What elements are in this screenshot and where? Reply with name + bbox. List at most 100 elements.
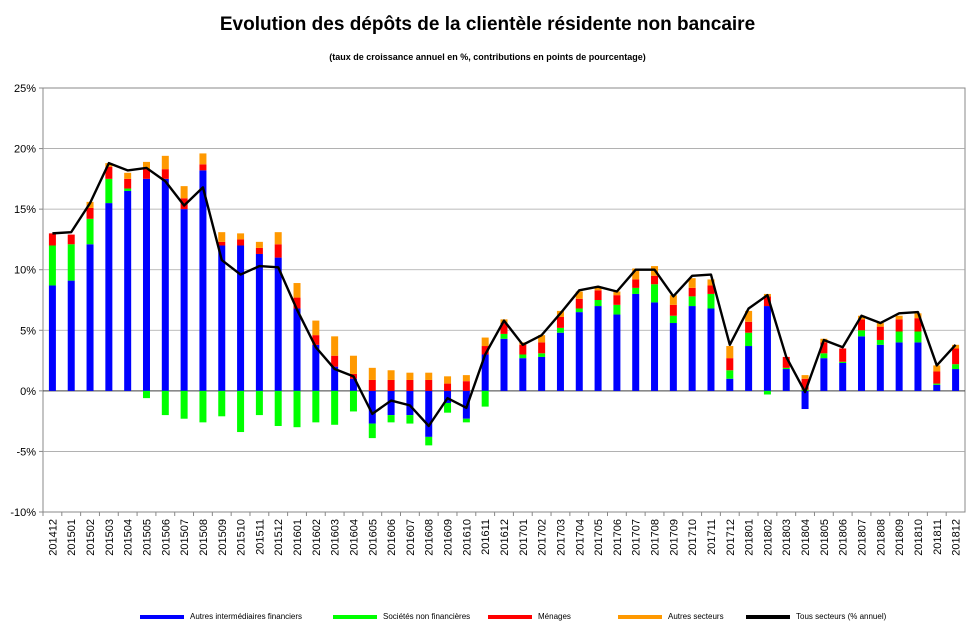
bar-segment <box>519 354 527 359</box>
x-tick-label: 201611 <box>480 519 492 555</box>
bar-segment <box>858 336 866 391</box>
bar-segment <box>575 308 583 313</box>
bar-segment <box>331 390 339 425</box>
y-tick-label: -10% <box>10 507 36 519</box>
bar-segment <box>406 415 414 424</box>
legend-swatch-societes-non-financieres <box>333 614 377 619</box>
legend-swatch-autres-intermediaires <box>140 614 184 619</box>
x-tick-label: 201804 <box>800 519 812 556</box>
legend-swatch-tous-secteurs <box>746 614 790 619</box>
bar-segment <box>86 218 94 245</box>
bar-segment <box>651 284 659 303</box>
y-tick-label: 5% <box>20 325 36 337</box>
bar-segment <box>707 279 715 286</box>
legend-swatch-menages <box>488 614 532 619</box>
bar-segment <box>218 245 226 391</box>
bar-segment <box>142 169 150 179</box>
bar-segment <box>124 172 132 179</box>
bar-segment <box>293 390 301 428</box>
x-tick-label: 201511 <box>254 519 266 555</box>
bar-segment <box>444 390 452 403</box>
bar-segment <box>726 358 734 371</box>
bar-segment <box>651 302 659 391</box>
bar-segment <box>142 178 150 391</box>
bar-segment <box>161 390 169 416</box>
bar-segment <box>952 364 960 370</box>
bar-segment <box>481 354 489 391</box>
bar-segment <box>274 244 282 258</box>
bar-segment <box>745 321 753 333</box>
bar-segment <box>575 312 583 391</box>
legend-label-societes-non-financieres: Sociétés non financières <box>383 612 471 621</box>
bar-segment <box>274 257 282 391</box>
bar-segment <box>199 170 207 391</box>
bar-segment <box>105 166 113 179</box>
y-tick-label: -5% <box>16 446 36 458</box>
bar-segment <box>613 314 621 391</box>
bar-segment <box>933 371 941 384</box>
x-tick-label: 201807 <box>857 519 869 556</box>
bar-segment <box>500 333 508 339</box>
bar-segment <box>331 336 339 356</box>
x-tick-label: 201501 <box>66 519 78 556</box>
bar-segment <box>538 356 546 391</box>
bar-segment <box>895 319 903 332</box>
bar-segment <box>142 390 150 399</box>
bar-segment <box>462 375 470 382</box>
bar-segment <box>782 356 790 368</box>
bar-segment <box>218 390 226 417</box>
bar-segment <box>707 293 715 309</box>
bar-segment <box>387 370 395 380</box>
bar-segment <box>632 279 640 288</box>
x-tick-label: 201602 <box>311 519 323 556</box>
x-tick-label: 201512 <box>273 519 285 556</box>
x-tick-label: 201610 <box>461 519 473 556</box>
bar-segment <box>199 153 207 165</box>
bar-segment <box>349 390 357 412</box>
legend-label-tous-secteurs: Tous secteurs (% annuel) <box>796 612 887 621</box>
x-tick-label: 201710 <box>687 519 699 556</box>
x-tick-label: 201711 <box>706 519 718 555</box>
bar-segment <box>876 326 884 340</box>
bar-segment <box>500 338 508 391</box>
x-tick-label: 201708 <box>650 519 662 556</box>
bar-segment <box>444 376 452 384</box>
bar-segment <box>594 290 602 300</box>
x-tick-label: 201509 <box>217 519 229 556</box>
bar-segment <box>105 203 113 391</box>
bar-segment <box>312 335 320 345</box>
bar-segment <box>444 383 452 391</box>
bar-segment <box>726 378 734 391</box>
bar-segment <box>199 390 207 423</box>
bar-segment <box>763 390 771 395</box>
bar-segment <box>124 178 132 189</box>
bar-segment <box>914 313 922 319</box>
legend: Autres intermédiaires financiers Société… <box>0 612 975 628</box>
x-tick-label: 201604 <box>348 519 360 556</box>
bar-segment <box>500 323 508 334</box>
x-tick-label: 201504 <box>123 519 135 556</box>
y-tick-label: 0% <box>20 386 36 398</box>
bar-segment <box>161 178 169 391</box>
series-line-tous-secteurs <box>52 161 957 428</box>
x-tick-label: 201803 <box>781 519 793 556</box>
bar-segment <box>763 296 771 307</box>
bar-segment <box>876 339 884 345</box>
bar-segment <box>237 239 245 246</box>
bar-segment <box>312 320 320 336</box>
bar-segment <box>613 304 621 315</box>
bar-segment <box>481 346 489 355</box>
bar-segment <box>349 355 357 374</box>
bar-segment <box>952 344 960 349</box>
bar-segment <box>48 245 56 286</box>
bar-segment <box>387 415 395 423</box>
bar-segment <box>688 296 696 307</box>
bar-segment <box>481 390 489 407</box>
bar-segment <box>669 295 677 305</box>
bar-segment <box>594 286 602 291</box>
bar-segment <box>237 233 245 240</box>
x-tick-label: 201701 <box>518 519 530 556</box>
chart-subtitle: (taux de croissance annuel en %, contrib… <box>329 52 646 62</box>
bar-segment <box>218 232 226 242</box>
